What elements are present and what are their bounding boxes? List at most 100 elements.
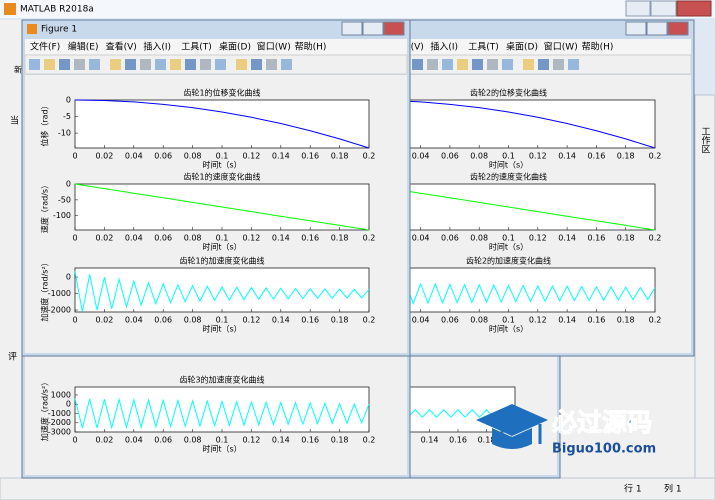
plot-title: 齿轮2的位移变化曲线 xyxy=(470,88,547,98)
menu-item[interactable]: 帮助(H) xyxy=(582,41,614,53)
tool-icon[interactable] xyxy=(89,59,100,70)
tool-icon[interactable] xyxy=(44,59,55,70)
menu-item[interactable]: 帮助(H) xyxy=(295,41,327,53)
menu-item[interactable]: 桌面(D) xyxy=(506,41,538,53)
workspace-tab[interactable]: 工作区 xyxy=(700,127,711,154)
tool-icon[interactable] xyxy=(281,59,292,70)
window-button[interactable] xyxy=(383,21,405,36)
window-button[interactable] xyxy=(341,21,363,36)
axes xyxy=(74,99,370,149)
maximize-button[interactable] xyxy=(650,0,677,17)
menu-item[interactable]: 文件(F) xyxy=(30,41,60,53)
tool-icon[interactable] xyxy=(251,59,262,70)
x-tick-label: 0.14 xyxy=(272,234,290,243)
plot-title: 齿轮2的速度变化曲线 xyxy=(470,172,547,182)
x-tick-label: 0.2 xyxy=(649,316,662,325)
x-tick-label: 0.1 xyxy=(502,152,515,161)
x-tick-label: 0.2 xyxy=(363,316,376,325)
x-tick-label: 0.12 xyxy=(242,316,260,325)
tool-icon[interactable] xyxy=(29,59,40,70)
x-axis-label: 时间t（s） xyxy=(202,160,241,170)
tool-icon[interactable] xyxy=(200,59,211,70)
menu-item[interactable]: 查看(V) xyxy=(106,41,137,53)
tool-icon[interactable] xyxy=(502,59,513,70)
x-tick-label: 0.08 xyxy=(184,436,202,445)
watermark-cap-base xyxy=(492,428,532,449)
y-tick-label: -5 xyxy=(63,112,71,121)
x-tick-label: 0 xyxy=(72,234,77,243)
y-tick-label: -2000 xyxy=(48,418,71,427)
menu-item[interactable]: 工具(T) xyxy=(181,42,212,53)
tool-icon[interactable] xyxy=(427,59,438,70)
menu-item[interactable]: 工具(T) xyxy=(468,42,499,53)
tool-icon[interactable] xyxy=(523,59,534,70)
y-tick-label: 0 xyxy=(66,180,71,189)
tool-icon[interactable] xyxy=(74,59,85,70)
x-tick-label: 0.08 xyxy=(470,316,488,325)
tool-icon[interactable] xyxy=(412,59,423,70)
x-tick-label: 0.04 xyxy=(412,152,430,161)
close-button[interactable] xyxy=(676,0,712,17)
y-axis-label: 加速度（rad/s²） xyxy=(40,378,50,441)
tool-icon[interactable] xyxy=(140,59,151,70)
curve xyxy=(74,183,370,231)
x-tick-label: 0.06 xyxy=(154,234,172,243)
tool-icon[interactable] xyxy=(457,59,468,70)
x-axis-label: 时间t（s） xyxy=(202,324,241,334)
menu-item[interactable]: 插入(I) xyxy=(430,41,458,53)
menu-item[interactable]: 窗口(W) xyxy=(544,41,578,53)
x-tick-label: 0.12 xyxy=(529,234,547,243)
x-tick-label: 0 xyxy=(72,436,77,445)
plot-title: 齿轮1的加速度变化曲线 xyxy=(179,256,264,266)
x-tick-label: 0.14 xyxy=(272,152,290,161)
window-button[interactable] xyxy=(625,21,647,36)
tool-icon[interactable] xyxy=(185,59,196,70)
status-row: 行 1 xyxy=(624,483,642,495)
side-label: 评 xyxy=(8,352,17,363)
tool-icon[interactable] xyxy=(568,59,579,70)
app-icon xyxy=(4,3,16,15)
x-tick-label: 0.16 xyxy=(449,436,467,445)
tool-icon[interactable] xyxy=(215,59,226,70)
x-tick-label: 0.18 xyxy=(331,234,349,243)
watermark-url: Biguo100.com xyxy=(552,442,656,457)
window-button[interactable] xyxy=(646,21,668,36)
x-tick-label: 0.06 xyxy=(154,436,172,445)
menu-item[interactable]: 桌面(D) xyxy=(219,41,251,53)
x-tick-label: 0.08 xyxy=(470,152,488,161)
tool-icon[interactable] xyxy=(236,59,247,70)
x-tick-label: 0.14 xyxy=(558,234,576,243)
x-tick-label: 0.02 xyxy=(95,152,113,161)
tool-icon[interactable] xyxy=(266,59,277,70)
minimize-button[interactable] xyxy=(625,0,651,17)
figure-icon xyxy=(27,24,37,34)
menu-item[interactable]: 编辑(E) xyxy=(68,41,99,53)
tool-icon[interactable] xyxy=(487,59,498,70)
tool-icon[interactable] xyxy=(442,59,453,70)
windows: 0.14 0.16 0.18 0.2 0 0.02 0.04 0.06 0.08 0.1 0.12 0… xyxy=(21,19,695,479)
status-bar xyxy=(0,477,715,500)
x-tick-label: 0.04 xyxy=(125,316,143,325)
tool-icon[interactable] xyxy=(125,59,136,70)
tool-icon[interactable] xyxy=(472,59,483,70)
tool-icon[interactable] xyxy=(170,59,181,70)
tool-icon[interactable] xyxy=(553,59,564,70)
x-tick-label: 0 xyxy=(72,152,77,161)
tool-icon[interactable] xyxy=(155,59,166,70)
x-tick-label: 0.02 xyxy=(95,316,113,325)
main-title-bar xyxy=(0,0,715,18)
plot-title: 齿轮1的位移变化曲线 xyxy=(183,88,260,98)
window-button[interactable] xyxy=(362,21,384,36)
watermark: 必过源码 Biguo100.com xyxy=(476,404,656,457)
menu-item[interactable]: 窗口(W) xyxy=(257,41,291,53)
main-title: MATLAB R2018a xyxy=(20,5,94,15)
window-button[interactable] xyxy=(667,21,689,36)
menu-item[interactable]: 插入(I) xyxy=(143,41,171,53)
tool-icon[interactable] xyxy=(538,59,549,70)
y-tick-label: -1000 xyxy=(48,289,71,298)
tool-icon[interactable] xyxy=(59,59,70,70)
x-tick-label: 0.18 xyxy=(331,152,349,161)
tool-icon[interactable] xyxy=(110,59,121,70)
x-tick-label: 0.06 xyxy=(154,316,172,325)
